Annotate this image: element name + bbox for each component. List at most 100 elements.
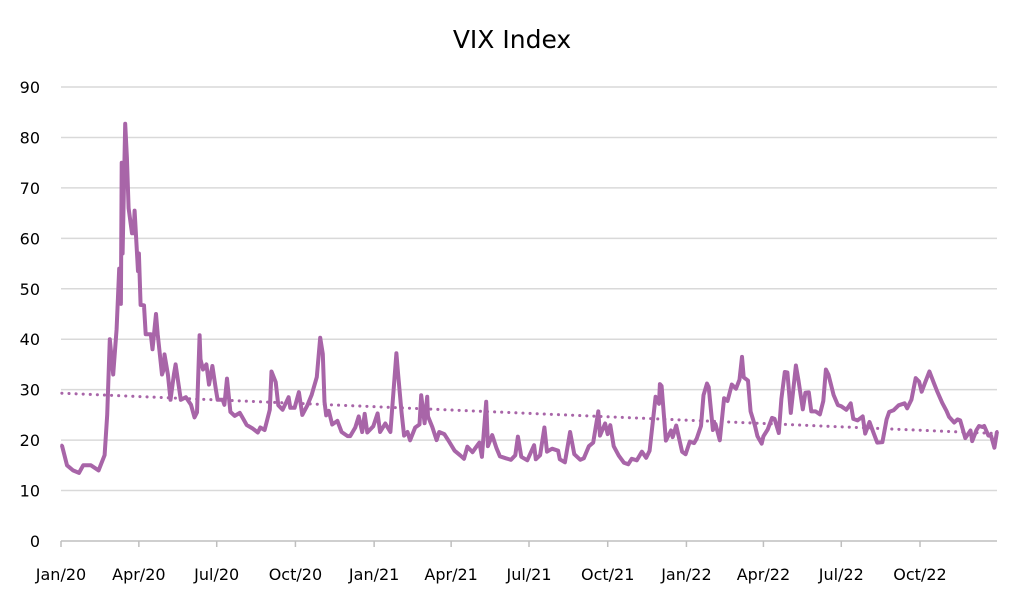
data-point	[484, 400, 488, 404]
x-tick-label: Oct/21	[581, 565, 634, 584]
x-tick-label: Apr/21	[424, 565, 477, 584]
data-point	[684, 452, 688, 456]
data-point	[300, 413, 304, 417]
data-point	[572, 452, 576, 456]
data-point	[263, 428, 267, 432]
data-point	[108, 337, 112, 341]
data-point	[956, 417, 960, 421]
data-point	[995, 430, 999, 434]
data-point	[832, 393, 836, 397]
data-point	[103, 453, 107, 457]
y-axis-ticks: 0 10 20 30 40 50 60 70 80 90	[20, 78, 40, 551]
data-point	[952, 420, 956, 424]
data-point	[160, 373, 164, 377]
data-point	[357, 414, 361, 418]
data-point	[437, 430, 441, 434]
y-tick-label: 40	[20, 330, 40, 349]
data-point	[348, 434, 352, 438]
data-point	[532, 443, 536, 447]
data-point	[376, 411, 380, 415]
data-point	[204, 362, 208, 366]
y-tick-label: 0	[30, 532, 40, 551]
data-point	[435, 438, 439, 442]
data-point	[658, 382, 662, 386]
y-tick-label: 70	[20, 179, 40, 198]
data-point	[346, 434, 350, 438]
data-point	[807, 390, 811, 394]
data-point	[233, 414, 237, 418]
data-point	[378, 430, 382, 434]
data-point	[408, 438, 412, 442]
data-point	[612, 444, 616, 448]
data-point	[545, 450, 549, 454]
data-point	[742, 375, 746, 379]
x-axis-ticks: Jan/20 Apr/20 Jul/20 Oct/20 Jan/21 Apr/21 Jul/…	[35, 541, 947, 584]
data-point	[123, 122, 127, 126]
data-point	[669, 429, 673, 433]
data-point	[115, 327, 119, 331]
data-point	[821, 399, 825, 403]
data-point	[471, 450, 475, 454]
data-point	[702, 393, 706, 397]
data-point	[749, 409, 753, 413]
data-point	[814, 409, 818, 413]
data-point	[447, 440, 451, 444]
data-point	[839, 404, 843, 408]
data-point	[453, 449, 457, 453]
data-point	[897, 403, 901, 407]
x-tick-label: Oct/20	[269, 565, 322, 584]
data-point	[591, 441, 595, 445]
data-point	[268, 408, 272, 412]
data-point	[699, 424, 703, 428]
data-point	[310, 393, 314, 397]
data-point	[920, 390, 924, 394]
data-point	[490, 433, 494, 437]
data-point	[968, 429, 972, 433]
data-point	[321, 352, 325, 356]
data-point	[947, 415, 951, 419]
data-point	[156, 332, 160, 336]
data-point	[779, 397, 783, 401]
data-point	[251, 427, 255, 431]
data-point	[504, 456, 508, 460]
data-point	[603, 421, 607, 425]
data-point	[274, 380, 278, 384]
data-point	[657, 402, 661, 406]
data-point	[582, 456, 586, 460]
data-point	[856, 418, 860, 422]
data-point	[117, 267, 121, 271]
data-point	[598, 434, 602, 438]
data-point	[722, 396, 726, 400]
data-point	[914, 376, 918, 380]
data-point	[746, 379, 750, 383]
data-point	[430, 425, 434, 429]
data-point	[927, 370, 931, 374]
data-point	[360, 430, 364, 434]
data-point	[189, 403, 193, 407]
data-point	[705, 382, 709, 386]
data-point	[977, 424, 981, 428]
data-point	[105, 413, 109, 417]
x-tick-label: Jan/20	[35, 565, 86, 584]
data-point	[315, 375, 319, 379]
data-point	[801, 407, 805, 411]
data-point	[462, 457, 466, 461]
data-point	[245, 423, 249, 427]
data-point	[465, 445, 469, 449]
x-tick-label: Jul/21	[505, 565, 551, 584]
data-point	[849, 401, 853, 405]
data-point	[166, 373, 170, 377]
data-point	[755, 434, 759, 438]
data-point	[861, 414, 865, 418]
data-point	[120, 161, 124, 165]
data-point	[419, 393, 423, 397]
data-point	[818, 412, 822, 416]
data-point	[172, 373, 176, 377]
data-point	[133, 209, 137, 213]
data-point	[494, 446, 498, 450]
data-point	[60, 443, 64, 447]
data-point	[982, 424, 986, 428]
data-point	[174, 362, 178, 366]
x-tick-label: Jan/22	[660, 565, 711, 584]
data-point	[238, 411, 242, 415]
